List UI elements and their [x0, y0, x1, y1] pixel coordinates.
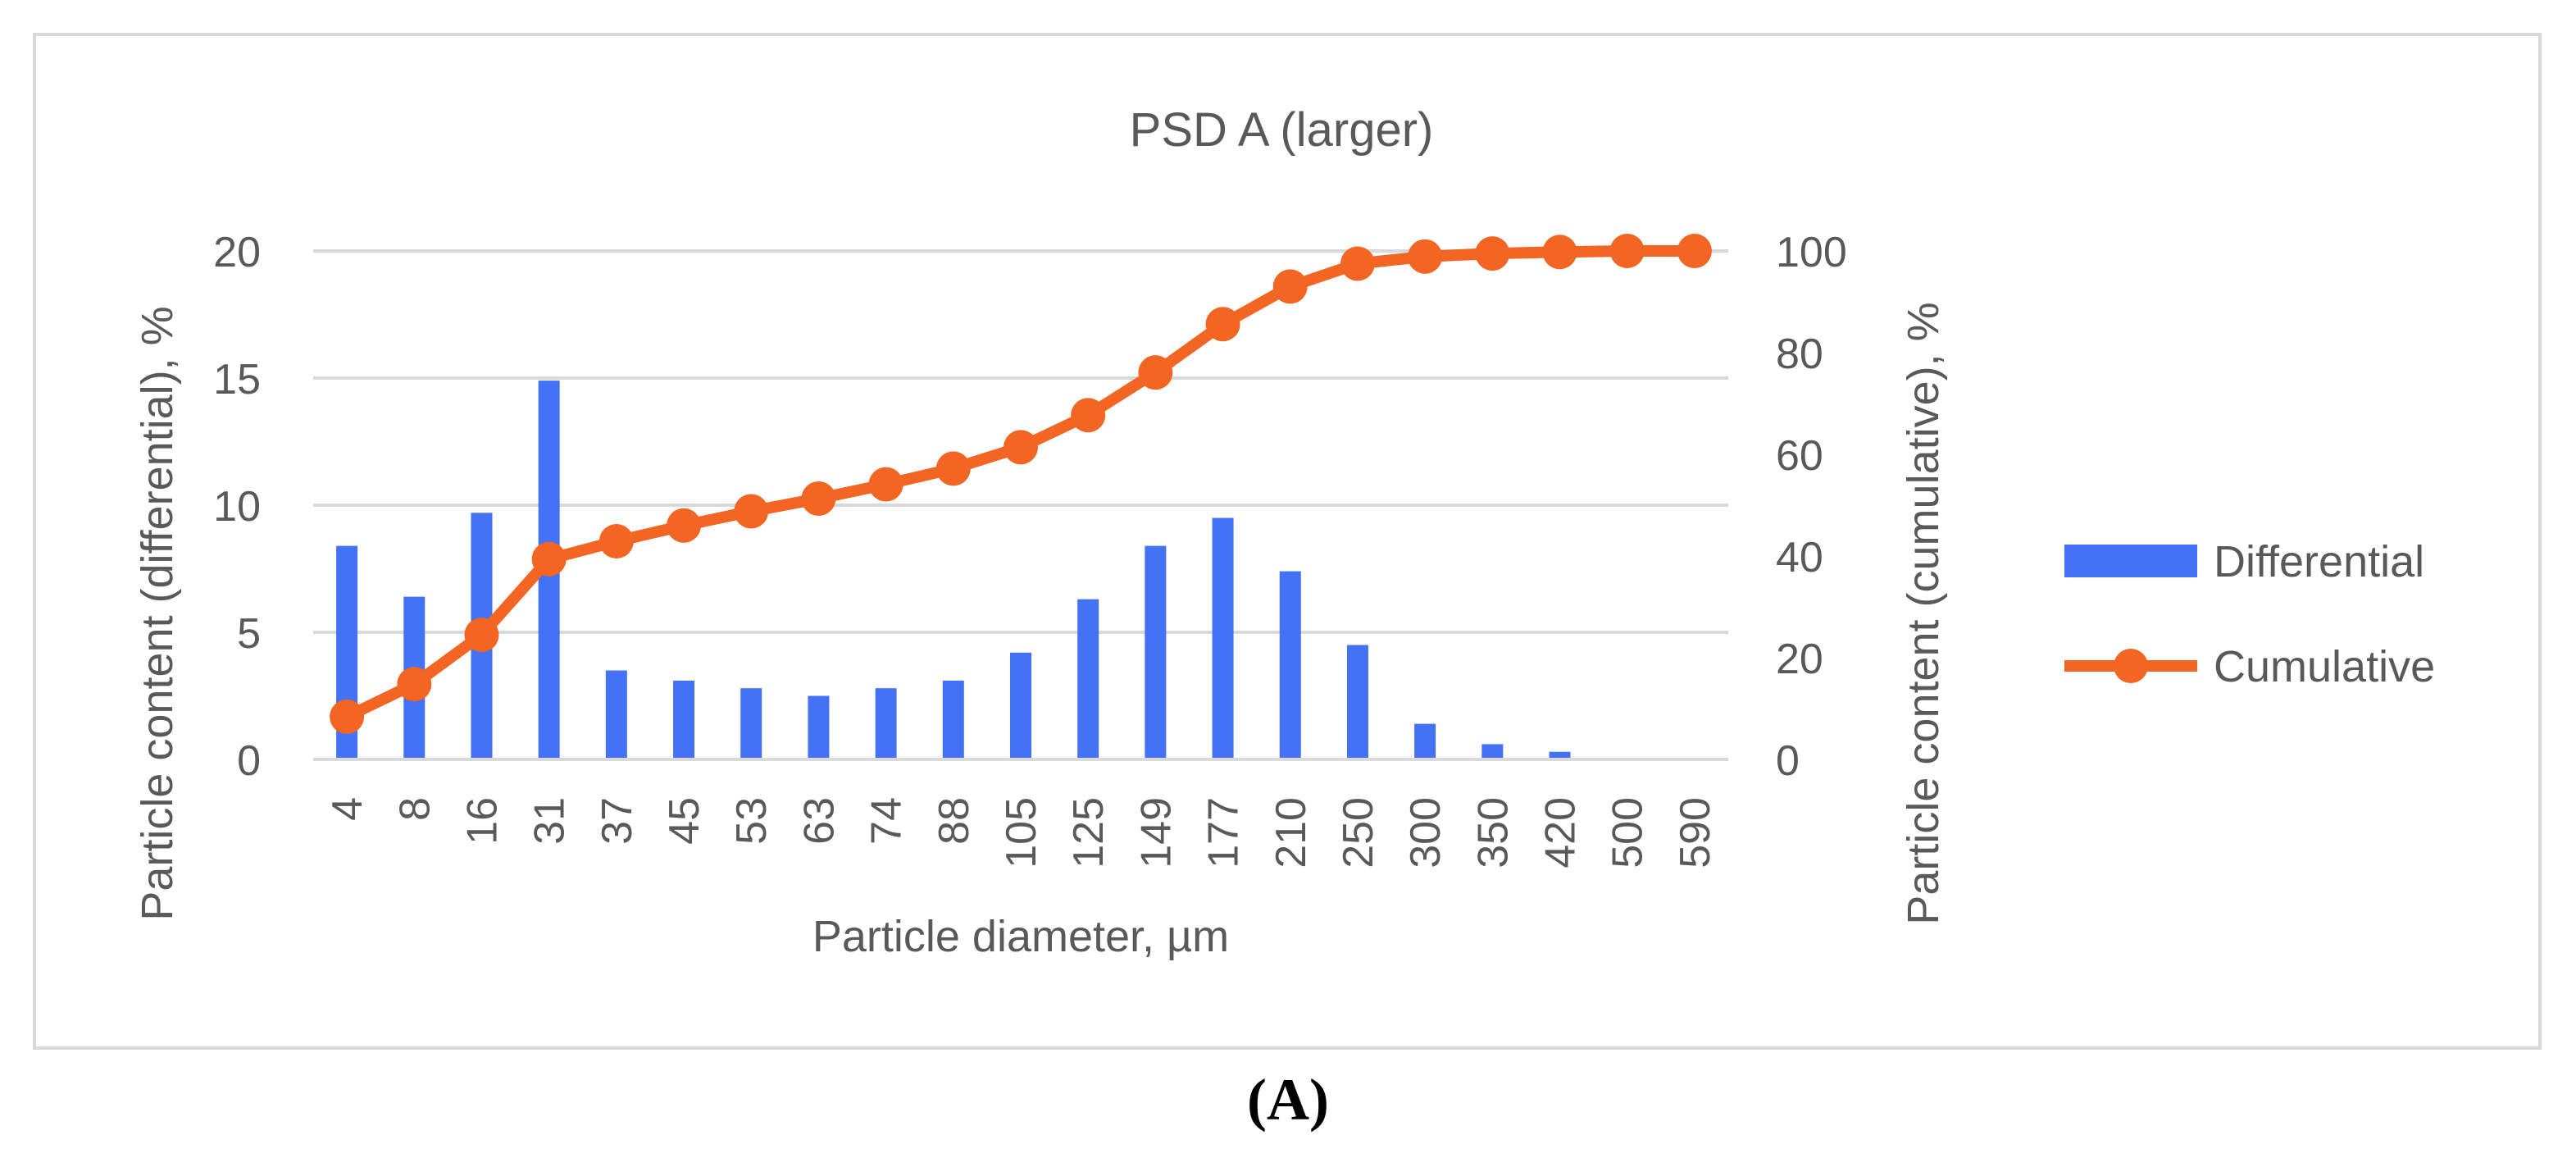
x-tick-label: 63	[795, 797, 843, 845]
bar-differential	[605, 670, 627, 759]
y-left-tick-label: 15	[213, 356, 261, 403]
point-cumulative	[868, 467, 903, 502]
bar-differential	[1346, 645, 1368, 759]
point-cumulative	[667, 508, 702, 543]
point-cumulative	[1340, 246, 1375, 281]
y-left-tick-label: 10	[213, 483, 261, 531]
point-cumulative	[1138, 355, 1173, 390]
point-cumulative	[1475, 236, 1510, 271]
x-tick-label: 125	[1065, 797, 1113, 868]
legend-swatch-differential	[2064, 545, 2197, 577]
point-cumulative	[801, 481, 836, 516]
point-cumulative	[1205, 307, 1240, 342]
x-tick-label: 350	[1469, 797, 1517, 868]
x-tick-label: 4	[324, 797, 371, 821]
x-tick-label: 74	[863, 797, 911, 845]
x-tick-label: 300	[1402, 797, 1450, 868]
x-tick-label: 420	[1537, 797, 1585, 868]
bar-differential	[740, 688, 762, 759]
y-right-tick-label: 20	[1776, 636, 1823, 683]
y-left-tick-label: 5	[237, 610, 261, 658]
bar-differential	[673, 680, 695, 759]
point-cumulative	[531, 541, 567, 577]
point-cumulative	[1609, 234, 1645, 268]
point-cumulative	[734, 494, 769, 529]
bar-differential	[1212, 517, 1234, 759]
point-cumulative	[1004, 430, 1038, 465]
legend-swatch-cumulative-marker	[2114, 649, 2148, 683]
x-tick-label: 177	[1200, 797, 1248, 868]
bar-differential	[1145, 545, 1167, 759]
x-tick-label: 8	[391, 797, 439, 821]
point-cumulative	[1677, 234, 1712, 268]
x-tick-label: 16	[458, 797, 506, 845]
bar-differential	[1414, 723, 1436, 759]
point-cumulative	[330, 699, 365, 734]
x-tick-label: 105	[998, 797, 1045, 868]
y-left-tick-label: 20	[213, 229, 261, 276]
y-left-tick-label: 0	[237, 737, 261, 785]
y-right-tick-label: 100	[1776, 229, 1847, 276]
chart-frame	[33, 33, 2542, 1050]
chart-title: PSD A (larger)	[1130, 103, 1434, 157]
bar-differential	[1279, 571, 1301, 759]
bar-differential	[942, 680, 964, 759]
y-right-tick-label: 40	[1776, 534, 1823, 581]
y-left-axis-title: Particle content (differential), %	[133, 306, 182, 920]
bar-differential	[875, 688, 897, 759]
x-tick-label: 210	[1268, 797, 1315, 868]
point-cumulative	[1542, 235, 1577, 270]
bar-differential	[1481, 744, 1504, 759]
x-tick-label: 88	[931, 797, 978, 845]
point-cumulative	[397, 667, 432, 702]
x-tick-label: 53	[728, 797, 776, 845]
point-cumulative	[1408, 239, 1443, 274]
point-cumulative	[598, 524, 634, 559]
bar-differential	[1077, 599, 1099, 759]
bar-differential	[808, 695, 830, 759]
x-tick-label: 500	[1604, 797, 1652, 868]
bar-differential	[1549, 751, 1571, 759]
x-tick-label: 37	[594, 797, 641, 845]
legend-label-cumulative: Cumulative	[2214, 642, 2435, 691]
x-tick-label: 590	[1672, 797, 1719, 868]
figure-caption: (A)	[1247, 1067, 1329, 1133]
point-cumulative	[464, 618, 499, 653]
psd-chart: PSD A (larger) 0 5 10 15 20 0 20 40 60 80 100 4 8 16 31…	[133, 103, 2435, 961]
x-tick-label: 149	[1132, 797, 1180, 868]
point-cumulative	[1071, 398, 1106, 433]
y-right-axis-title: Particle content (cumulative), %	[1899, 302, 1948, 924]
y-right-tick-label: 0	[1776, 737, 1800, 785]
x-tick-label: 45	[661, 797, 708, 845]
point-cumulative	[935, 451, 971, 486]
x-tick-label: 250	[1335, 797, 1382, 868]
legend-label-differential: Differential	[2214, 537, 2424, 586]
point-cumulative	[1272, 269, 1308, 304]
y-right-tick-label: 80	[1776, 330, 1823, 378]
x-tick-label: 31	[526, 797, 574, 845]
bar-differential	[1010, 652, 1031, 759]
y-right-tick-label: 60	[1776, 432, 1823, 480]
x-axis-title: Particle diameter, µm	[812, 912, 1229, 961]
